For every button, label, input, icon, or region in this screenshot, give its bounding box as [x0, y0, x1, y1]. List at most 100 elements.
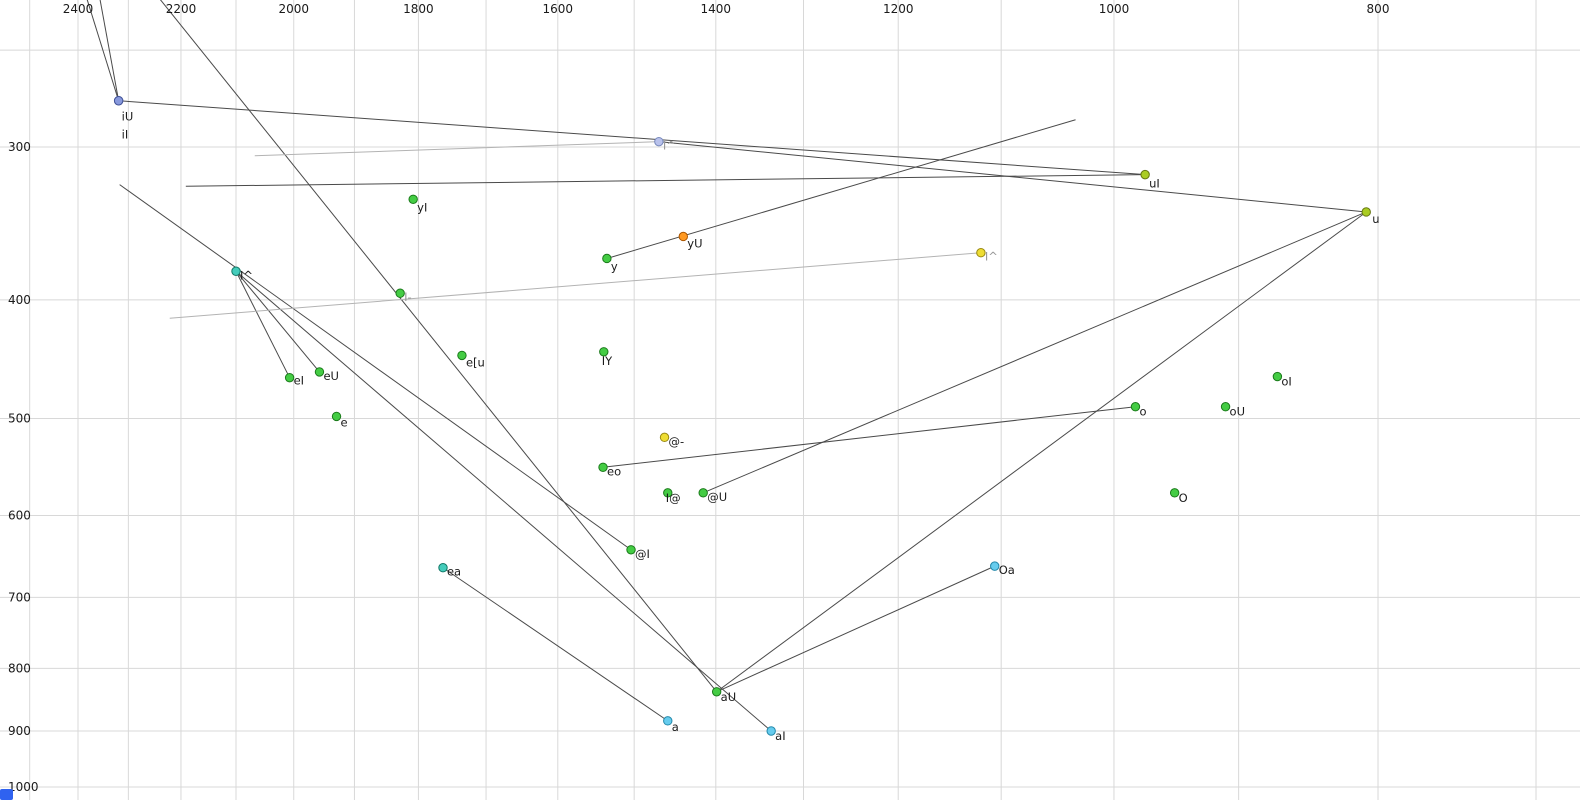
trajectory-line — [159, 0, 718, 693]
vowel-point — [1169, 488, 1180, 498]
trajectory-line — [716, 211, 1367, 693]
vowel-point — [678, 231, 688, 242]
trajectory-line — [99, 0, 120, 101]
x-axis-tick-label: 1400 — [701, 2, 732, 16]
vowel-label: aU — [721, 690, 736, 704]
vowel-label: eU — [323, 369, 339, 383]
vowel-label: uI — [1149, 177, 1160, 191]
vowel-label: yI — [417, 200, 427, 214]
x-axis-tick-label: 2400 — [63, 2, 94, 16]
vowel-point — [113, 96, 124, 106]
x-axis-tick-label: 1800 — [403, 2, 434, 16]
y-axis-tick-label: 800 — [8, 661, 31, 675]
vowel-point — [314, 367, 325, 377]
vowel-point — [766, 726, 776, 736]
vowel-point — [408, 194, 418, 204]
trajectory-line — [86, 0, 120, 101]
y-axis-tick-label: 400 — [8, 293, 31, 307]
trajectory-line — [716, 565, 995, 693]
trajectory-line — [442, 567, 669, 722]
y-axis-tick-label: 900 — [8, 724, 31, 738]
vowel-label: I- — [404, 290, 412, 304]
x-axis-tick-label: 1000 — [1099, 2, 1130, 16]
y-axis-tick-label: 1000 — [8, 780, 39, 794]
vowel-label: iI — [122, 128, 129, 142]
vowel-point — [1130, 402, 1141, 412]
x-axis-tick-label: 2000 — [278, 2, 309, 16]
vowel-point — [1220, 402, 1231, 412]
vowel-label: I^ — [985, 250, 998, 264]
vowel-label: I@ — [666, 491, 681, 505]
vowel-label: Oa — [999, 563, 1015, 577]
vowel-point — [626, 545, 636, 555]
vowel-label: @U — [707, 490, 727, 504]
vowel-label: @I — [635, 547, 650, 561]
vowel-label: I^ — [240, 268, 253, 282]
vowel-label: o — [1139, 405, 1146, 419]
vowel-point — [438, 563, 448, 573]
vowel-point — [457, 350, 467, 361]
vowel-point — [659, 432, 670, 443]
trajectory-line — [169, 252, 981, 319]
vowel-label: eI — [294, 374, 304, 388]
y-axis-tick-label: 600 — [8, 508, 31, 522]
vowel-point — [663, 488, 673, 498]
trajectory-line — [185, 174, 1146, 187]
vowel-point — [654, 136, 664, 147]
vowel-point — [331, 411, 342, 422]
y-axis-tick-label: 700 — [8, 590, 31, 604]
vowel-point — [1272, 371, 1283, 382]
vowel-label: I^ — [663, 139, 676, 153]
vowel-point — [990, 561, 1000, 571]
vowel-label: eo — [607, 464, 621, 478]
vowel-label: iU — [122, 110, 134, 124]
vowel-label: y — [611, 259, 618, 273]
vowel-label: O — [1179, 491, 1188, 505]
vowel-point — [1361, 207, 1371, 217]
trajectory-line — [658, 141, 1367, 213]
vowel-label: yU — [687, 236, 702, 250]
vowel-point — [711, 687, 722, 697]
trajectory-line — [703, 211, 1367, 494]
trajectory-line — [254, 141, 659, 157]
vowel-label: oI — [1281, 375, 1291, 389]
vowel-point — [663, 716, 673, 726]
trajectory-line — [235, 270, 772, 732]
y-axis-tick-label: 300 — [8, 140, 31, 154]
vowel-point — [598, 462, 608, 472]
vowel-point — [599, 347, 609, 357]
vowel-label: aI — [775, 729, 785, 743]
vowel-label: ea — [447, 565, 461, 579]
vowel-label: IY — [602, 354, 613, 368]
vowel-point — [395, 288, 405, 298]
vowel-point — [284, 372, 295, 383]
x-axis-tick-label: 2200 — [166, 2, 197, 16]
vowel-point — [231, 266, 241, 276]
vowel-label: e — [341, 415, 348, 429]
axis-tick-labels-layer: 2400 2200 2000 1800 1600 1400 1200 1000 800 300 40… — [8, 2, 1389, 794]
vowel-label: e[u — [466, 355, 485, 369]
vowel-label: oU — [1230, 405, 1245, 419]
vowel-points-layer — [113, 96, 1371, 736]
trajectory-line — [119, 184, 632, 551]
vowel-label: a — [672, 720, 679, 734]
trajectory-line — [118, 100, 1146, 176]
trajectory-line — [235, 271, 291, 378]
trajectory-line — [235, 270, 320, 373]
vowel-point — [602, 253, 612, 264]
x-axis-tick-label: 1600 — [543, 2, 574, 16]
vowel-point — [976, 248, 986, 258]
vowel-point — [698, 488, 708, 498]
window-corner-fragment — [0, 789, 13, 800]
vowel-point — [1140, 169, 1150, 180]
y-axis-tick-label: 500 — [8, 412, 31, 426]
vowel-label: @- — [669, 434, 685, 448]
trajectory-line — [602, 406, 1136, 468]
x-axis-tick-label: 1200 — [883, 2, 914, 16]
vowel-label: u — [1372, 212, 1379, 226]
trajectory-lines-layer — [86, 0, 1367, 732]
vowel-labels-layer: iU iI yI uI u yU y I^ I^ I^ I-eI eU e[u IY e oI o oU @- eo I… — [122, 110, 1380, 743]
